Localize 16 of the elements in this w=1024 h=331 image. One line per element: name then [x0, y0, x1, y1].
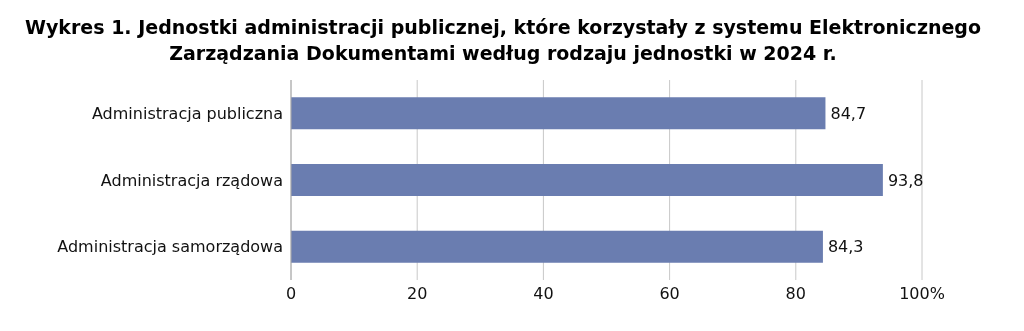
- bar: [291, 230, 823, 263]
- data-label: 84,3: [827, 237, 864, 257]
- data-label: 93,8: [887, 170, 924, 190]
- y-tick-label: Administracja rządowa: [100, 170, 283, 190]
- x-tick-label: 20: [407, 284, 428, 304]
- data-label: 84,7: [830, 104, 867, 124]
- x-tick-label: 80: [785, 284, 806, 304]
- y-tick-label: Administracja samorządowa: [57, 237, 283, 257]
- bar: [291, 164, 883, 196]
- x-tick-label: 60: [659, 284, 680, 304]
- bar: [291, 97, 826, 130]
- x-tick-label: 40: [533, 284, 554, 304]
- x-tick-label: 100%: [899, 284, 945, 304]
- chart-title: Wykres 1. Jednostki administracji publicznej, które korzystały z systemu Elektronicznego Zarządzania Dokumentami według rodzaju jednostki w 2024 r.: [24, 15, 982, 66]
- y-tick-label: Administracja publiczna: [91, 104, 283, 124]
- x-tick-label: 0: [285, 284, 297, 304]
